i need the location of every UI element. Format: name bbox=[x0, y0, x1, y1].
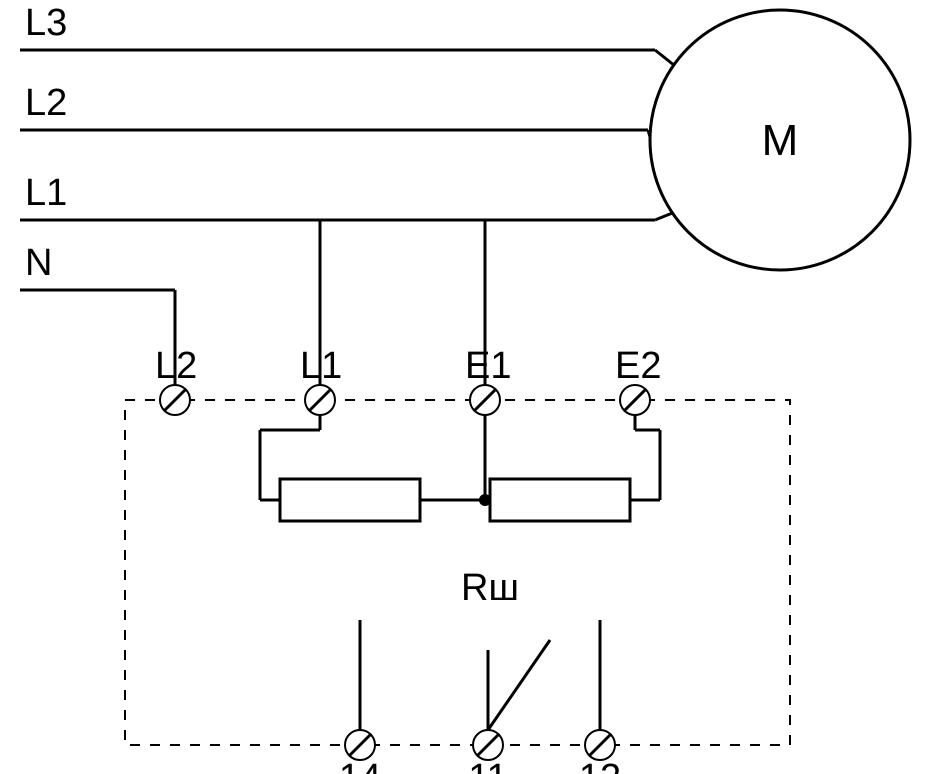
line-label-L3: L3 bbox=[25, 2, 67, 44]
resistor-2 bbox=[490, 479, 630, 521]
terminal-12-label: 12 bbox=[579, 757, 621, 774]
terminal-L1-label: L1 bbox=[300, 345, 342, 387]
motor-entry-L2 bbox=[648, 130, 650, 137]
motor-entry-L1 bbox=[655, 213, 672, 220]
motor-label: M bbox=[762, 116, 799, 165]
terminal-E1-label: E1 bbox=[465, 345, 511, 387]
resistor-1 bbox=[280, 479, 420, 521]
terminal-14-label: 14 bbox=[339, 757, 381, 774]
line-label-N: N bbox=[25, 242, 52, 284]
circuit-diagram: L3 L2 L1 N M Rш L2 L1 E1 E2 14 11 12 bbox=[0, 0, 928, 774]
motor-entry-L3 bbox=[655, 50, 674, 65]
switch-label: Rш bbox=[461, 567, 519, 609]
line-label-L1: L1 bbox=[25, 172, 67, 214]
switch-blade bbox=[488, 640, 550, 730]
terminal-E2-label: E2 bbox=[615, 345, 661, 387]
junction-node bbox=[479, 494, 491, 506]
line-label-L2: L2 bbox=[25, 82, 67, 124]
terminal-11-label: 11 bbox=[468, 757, 507, 774]
device-enclosure bbox=[125, 400, 790, 745]
terminal-L2-label: L2 bbox=[155, 345, 197, 387]
